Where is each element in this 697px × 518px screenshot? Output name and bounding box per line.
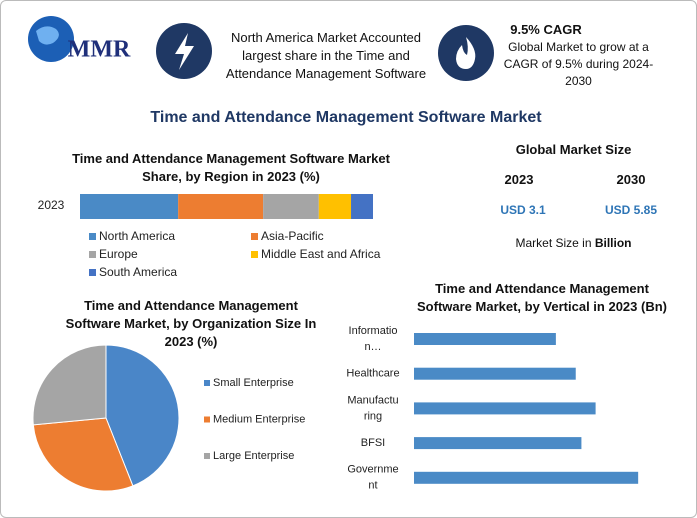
legend-swatch bbox=[251, 251, 258, 258]
y-tick-label: 2023 bbox=[38, 198, 65, 212]
y-tick-label: Informatio bbox=[349, 325, 398, 337]
logo-land bbox=[36, 26, 59, 45]
y-tick-label: ring bbox=[364, 410, 382, 422]
y-tick-label: BFSI bbox=[361, 437, 385, 449]
y-tick-label: n… bbox=[364, 341, 381, 353]
legend-label: Large Enterprise bbox=[213, 450, 294, 462]
bar-segment bbox=[263, 194, 319, 219]
y-tick-label: Governme bbox=[347, 464, 398, 476]
chart-title: Time and Attendance Management Software … bbox=[72, 151, 390, 184]
icon-circle bbox=[438, 25, 494, 81]
legend-label: Europe bbox=[99, 247, 138, 261]
market-value: USD 5.85 bbox=[604, 203, 658, 217]
bar-segment bbox=[178, 194, 264, 219]
pie-slice bbox=[32, 417, 134, 492]
bar bbox=[414, 367, 576, 380]
bar-segment bbox=[318, 194, 352, 219]
bar bbox=[414, 471, 639, 484]
bar bbox=[414, 333, 556, 345]
pie-slice bbox=[32, 344, 107, 426]
lightning-icon bbox=[175, 33, 194, 70]
info-text: North America Market Accounted largest s… bbox=[225, 30, 427, 81]
year: 2030 bbox=[616, 172, 646, 187]
legend-swatch bbox=[89, 233, 96, 240]
legend-swatch bbox=[204, 380, 210, 386]
bar-segment bbox=[80, 194, 179, 219]
y-tick-label: Manufactu bbox=[347, 394, 398, 406]
market-value: USD 3.1 bbox=[500, 203, 546, 217]
market-note: Market Size in Billion bbox=[481, 236, 666, 250]
bar bbox=[414, 402, 596, 415]
legend-swatch bbox=[204, 416, 210, 423]
note-text: Market Size in bbox=[515, 236, 595, 250]
bar-segment bbox=[351, 194, 373, 219]
legend-label: Small Enterprise bbox=[213, 377, 294, 389]
pie-slice bbox=[105, 344, 180, 487]
year: 2023 bbox=[504, 172, 534, 187]
bar bbox=[414, 437, 582, 450]
cagr-text: Global Market to grow at a CAGR of 9.5% … bbox=[503, 40, 654, 88]
legend-label: Asia-Pacific bbox=[261, 229, 324, 243]
legend-label: Medium Enterprise bbox=[213, 413, 305, 425]
legend-swatch bbox=[204, 453, 210, 459]
chart-title: Time and Attendance Management Software … bbox=[65, 298, 317, 349]
legend-swatch bbox=[89, 251, 96, 258]
chart-title: Time and Attendance Management Software … bbox=[417, 281, 667, 314]
main-title: Time and Attendance Management Software … bbox=[150, 109, 542, 126]
flame-icon bbox=[456, 37, 476, 69]
note-unit: Billion bbox=[594, 236, 632, 250]
legend-label: South America bbox=[99, 265, 177, 279]
y-tick-label: nt bbox=[368, 480, 377, 492]
legend-swatch bbox=[89, 269, 96, 276]
y-tick-label: Healthcare bbox=[346, 368, 399, 380]
legend-label: Middle East and Africa bbox=[261, 247, 381, 261]
cagr-title: 9.5% CAGR bbox=[510, 22, 582, 37]
legend-swatch bbox=[251, 233, 258, 240]
logo-text: MMR bbox=[68, 37, 131, 63]
market-size-title: Global Market Size bbox=[515, 142, 632, 157]
legend-label: North America bbox=[99, 229, 175, 243]
